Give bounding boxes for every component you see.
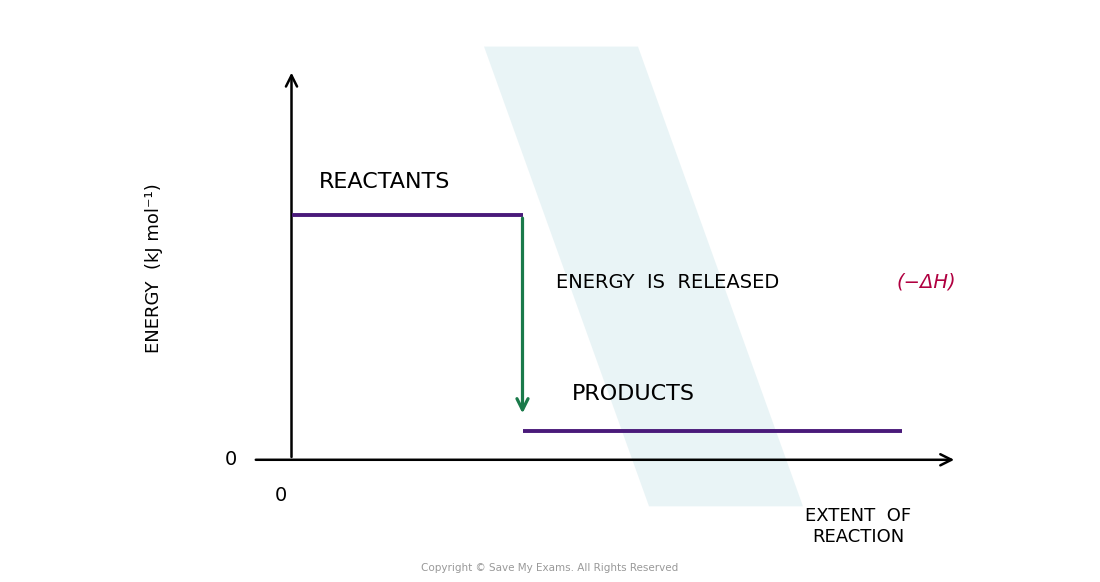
Text: EXTENT  OF
REACTION: EXTENT OF REACTION [805,508,911,546]
Text: PRODUCTS: PRODUCTS [572,385,695,404]
Polygon shape [484,47,803,506]
Text: ENERGY  IS  RELEASED: ENERGY IS RELEASED [556,273,779,292]
Text: (−ΔH): (−ΔH) [896,273,956,292]
Text: 0: 0 [224,450,236,469]
Text: REACTANTS: REACTANTS [319,172,450,192]
Text: Copyright © Save My Exams. All Rights Reserved: Copyright © Save My Exams. All Rights Re… [421,563,679,573]
Text: 0: 0 [274,486,287,505]
Text: ENERGY  (kJ mol⁻¹): ENERGY (kJ mol⁻¹) [145,183,163,353]
